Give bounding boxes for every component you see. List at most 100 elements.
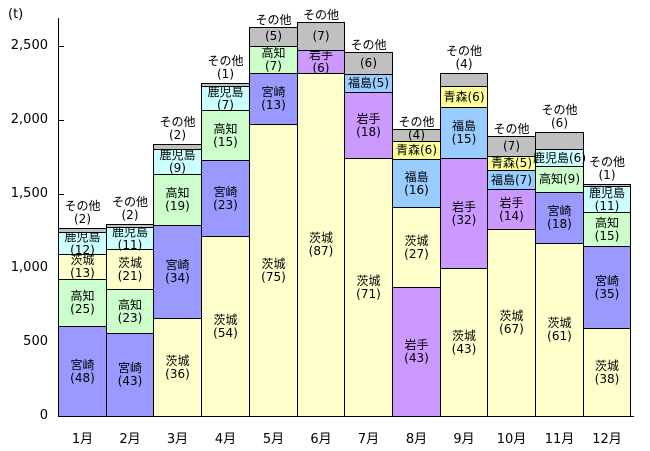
segment-label: 宮崎 (18): [547, 204, 572, 231]
bar-segment-鹿児島: 鹿児島 (12): [58, 229, 107, 257]
segment-label: 高知 (23): [117, 297, 143, 325]
others-note-value: (7): [503, 139, 520, 153]
segment-label: 宮崎 (43): [117, 361, 143, 388]
bar-segment-茨城: 茨城 (61): [535, 243, 584, 417]
segment-label: 茨城 (21): [117, 255, 143, 283]
segment-label: 岩手 (43): [404, 338, 429, 365]
y-tick-label: 1,000: [10, 260, 48, 275]
x-tick-label: 7月: [357, 432, 380, 447]
segment-label: 岩手 (32): [451, 199, 477, 227]
segment-label: 鹿児島(6): [533, 150, 586, 165]
segment-label: 高知 (15): [594, 215, 620, 243]
bar-segment-茨城: 茨城 (13): [58, 254, 107, 280]
segment-label: 茨城 (43): [451, 328, 477, 356]
x-tick-label: 9月: [453, 432, 475, 447]
segment-label: 福島 (15): [451, 119, 477, 146]
bar-segment-茨城: 茨城 (38): [583, 328, 631, 417]
bar-segment-福島: 福島 (15): [440, 107, 488, 159]
y-tick-label: 1,500: [10, 186, 48, 201]
segment-label: 宮崎 (48): [70, 357, 95, 385]
segment-label: 高知 (7): [261, 46, 286, 73]
bar-segment-岩手: 岩手 (32): [440, 158, 488, 269]
x-tick-label: 10月: [496, 432, 527, 447]
x-tick-label: 4月: [214, 432, 237, 447]
others-note-value: (4): [408, 128, 425, 142]
bar-segment-福島: 福島 (16): [392, 159, 441, 208]
others-note-value: (6): [360, 56, 377, 70]
segment-label: 鹿児島 (7): [207, 84, 244, 112]
segment-label: 鹿児島 (11): [588, 185, 625, 213]
segment-label: 福島(5): [348, 76, 389, 90]
x-tick-label: 6月: [310, 432, 332, 447]
y-axis-line: [58, 18, 59, 417]
segment-label: 岩手 (14): [499, 195, 524, 223]
bar-segment-鹿児島: 鹿児島 (11): [583, 186, 631, 213]
segment-label: 鹿児島 (9): [159, 148, 196, 175]
segment-label: 青森(6): [396, 143, 437, 157]
bar-segment-高知: 高知 (15): [201, 110, 250, 161]
bar-segment-茨城: 茨城 (21): [106, 249, 154, 290]
segment-label: 福島 (16): [404, 169, 429, 197]
segment-label: 青森(5): [491, 156, 532, 170]
others-note: その他 (2): [159, 115, 196, 142]
others-note-title: その他: [493, 122, 530, 136]
segment-label: 宮崎 (13): [261, 85, 286, 112]
x-tick-label: 1月: [71, 432, 94, 447]
bar-segment-岩手: 岩手 (14): [487, 189, 536, 230]
others-note-title: その他: [350, 38, 387, 52]
segment-label: 高知 (15): [213, 121, 238, 149]
bar-segment-茨城: 茨城 (87): [297, 73, 345, 417]
x-tick-label: 2月: [119, 432, 141, 447]
bar-segment-高知: 高知(9): [535, 166, 584, 193]
bar-segment-高知: 高知 (19): [153, 174, 202, 226]
bar-segment-宮崎: 宮崎 (13): [249, 73, 298, 125]
bar-segment-宮崎: 宮崎 (18): [535, 192, 584, 244]
others-note: その他 (1): [588, 155, 625, 182]
bar-segment-その他: [58, 228, 107, 233]
segment-label: 茨城 (71): [356, 273, 381, 301]
others-note: その他 (4): [445, 44, 482, 71]
segment-label: 茨城 (67): [499, 309, 524, 336]
others-note: その他 (6): [541, 103, 578, 130]
segment-label: 高知 (19): [165, 186, 190, 213]
bar-segment-宮崎: 宮崎 (23): [201, 160, 250, 237]
bar-segment-その他: [201, 83, 250, 87]
x-tick-label: 12月: [592, 432, 622, 447]
bar-segment-その他: [297, 22, 345, 51]
bar-segment-茨城: 茨城 (43): [440, 268, 488, 417]
y-tick-label: 2,500: [10, 38, 48, 53]
segment-label: 茨城 (13): [70, 253, 95, 280]
segment-label: 高知(9): [539, 172, 580, 186]
y-tick-mark: [58, 194, 64, 195]
segment-label: 岩手 (6): [308, 48, 333, 75]
bar-segment-その他: [153, 144, 202, 150]
segment-label: 鹿児島 (12): [64, 229, 101, 257]
bar-segment-福島: 福島(5): [344, 74, 393, 93]
segment-label: 岩手 (18): [356, 111, 381, 139]
y-axis-unit-label: (t): [8, 7, 24, 22]
bar-segment-青森: 青森(6): [440, 86, 488, 108]
segment-label: 茨城 (36): [165, 353, 190, 381]
others-note-title: その他: [302, 8, 339, 22]
segment-label: 青森(6): [443, 89, 485, 104]
bar-segment-宮崎: 宮崎 (34): [153, 225, 202, 319]
bar-segment-その他: [440, 73, 488, 87]
segment-label: 茨城 (54): [213, 312, 238, 340]
bar-segment-その他: [106, 224, 154, 228]
bar-segment-岩手: 岩手 (43): [392, 287, 441, 417]
bar-segment-その他: [583, 184, 631, 187]
bar-segment-宮崎: 宮崎 (35): [583, 246, 631, 329]
others-note: その他 (2): [64, 199, 101, 226]
bar-segment-鹿児島: 鹿児島 (11): [106, 224, 154, 252]
y-tick-label: 0: [39, 408, 48, 423]
segment-label: 福島(7): [491, 172, 532, 187]
others-note-value: (7): [312, 29, 330, 43]
bar-segment-福島: 福島(7): [487, 170, 536, 190]
bar-segment-茨城: 茨城 (75): [249, 124, 298, 417]
segment-label: 鹿児島 (11): [111, 224, 148, 252]
others-note: その他 (2): [111, 195, 148, 222]
bar-segment-高知: 高知 (23): [106, 289, 154, 334]
bar-segment-その他: [344, 52, 393, 75]
